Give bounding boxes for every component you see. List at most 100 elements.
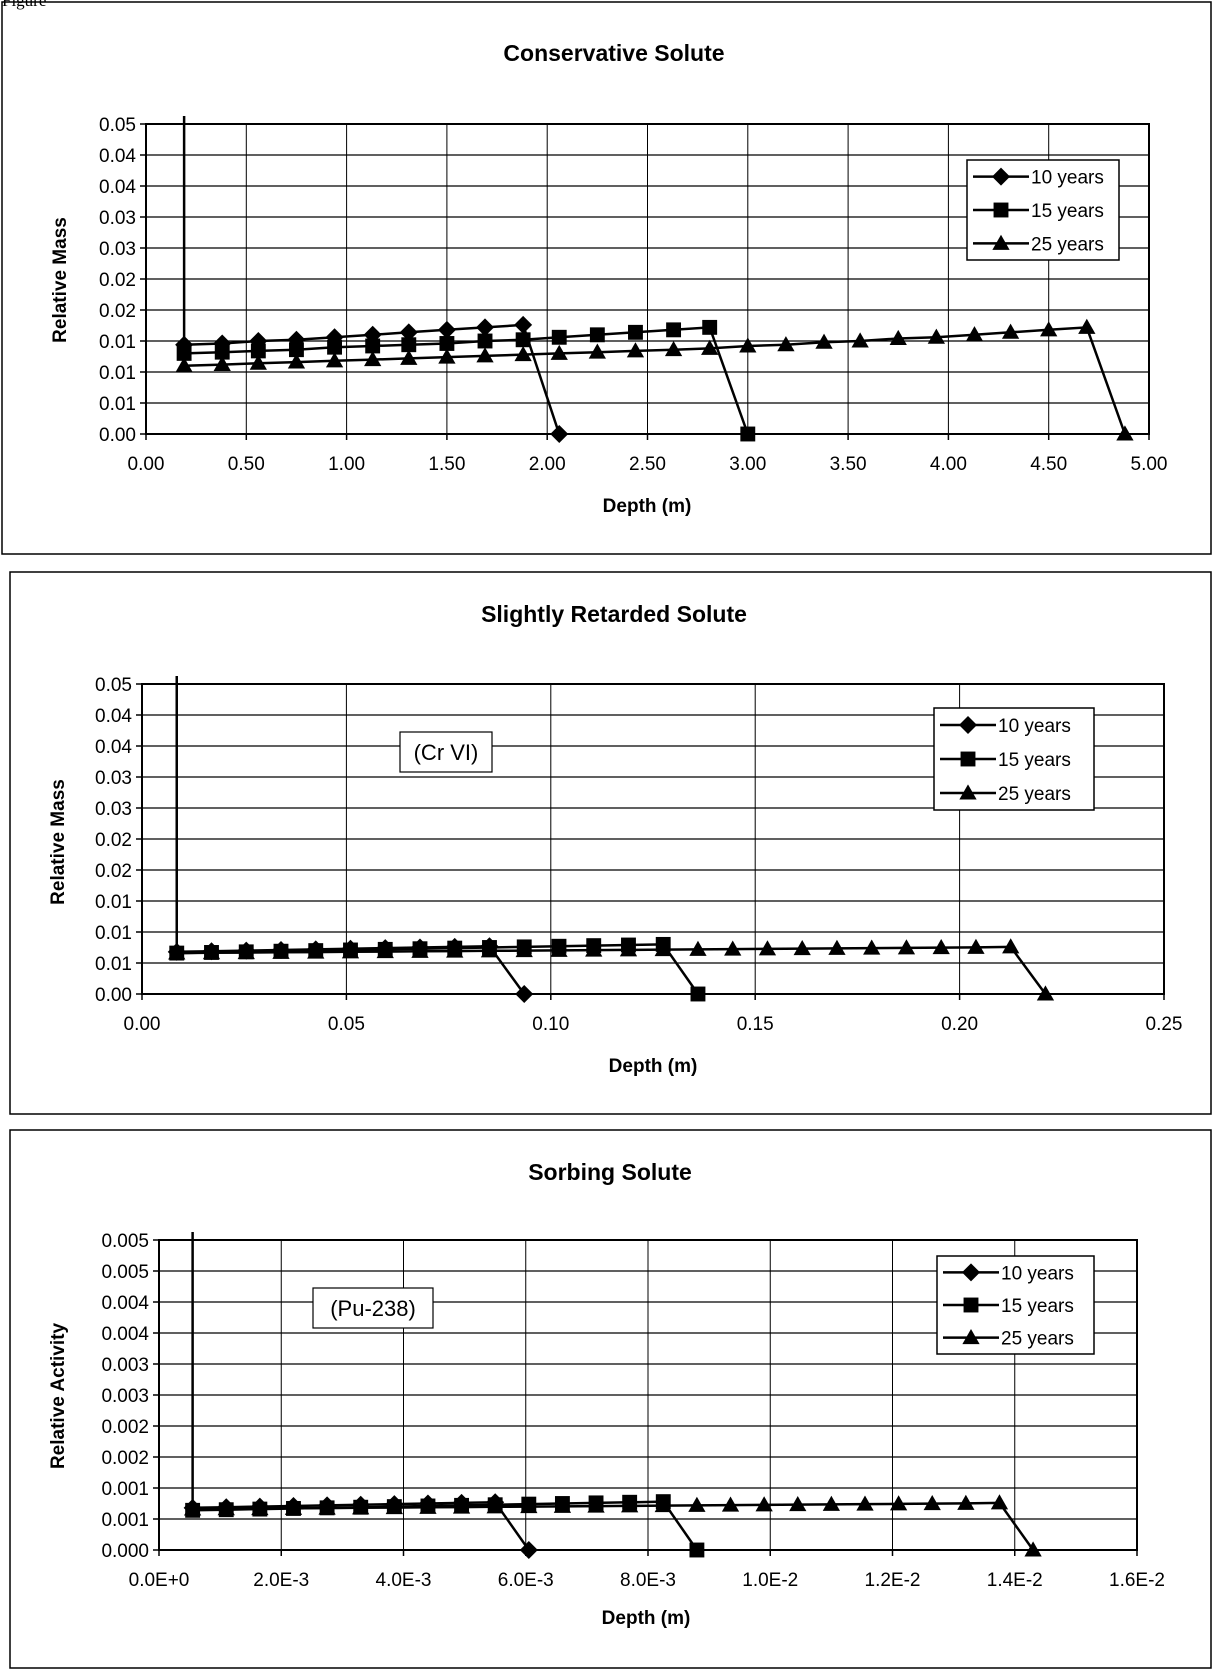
data-point-25-years (851, 332, 869, 348)
x-tick-label: 2.00 (529, 454, 566, 475)
y-tick-label: 0.02 (95, 830, 132, 851)
x-tick-label: 0.50 (228, 454, 265, 475)
data-point-25-years (168, 944, 186, 960)
data-point-25-years (689, 940, 707, 956)
data-point-25-years (789, 1495, 807, 1512)
data-point-25-years (701, 339, 719, 355)
chart-title: Slightly Retarded Solute (481, 601, 747, 627)
x-tick-label: 0.00 (124, 1014, 161, 1035)
data-point-25-years (815, 333, 833, 349)
series-group (183, 1493, 1042, 1559)
data-point-25-years (183, 1500, 202, 1516)
data-point-25-years (550, 344, 568, 360)
legend-marker-15-years (993, 202, 1009, 218)
data-point-25-years (376, 942, 394, 959)
data-point-25-years (249, 354, 267, 370)
legend-entries: 10 years 15 years 25 years (973, 167, 1104, 255)
y-axis-ticks: 0.00 0.01 0.01 0.01 0.02 0.02 0.03 0.03 0.04 0.04… (99, 115, 146, 446)
y-tick-label: 0.002 (101, 1448, 149, 1469)
y-tick-label: 0.04 (95, 706, 132, 727)
note-box: (Pu-238) (312, 1287, 434, 1329)
legend-label-25-years: 25 years (998, 784, 1071, 805)
data-point-25-years (400, 349, 418, 365)
data-point-25-years (688, 1496, 706, 1512)
data-point-25-years (1078, 318, 1096, 334)
data-point-25-years (307, 943, 325, 959)
data-point-25-years (553, 1497, 572, 1513)
series-line-25-years (192, 1501, 1035, 1551)
data-point-25-years (758, 940, 777, 956)
data-point-25-years (889, 1495, 908, 1511)
data-point-15-years (439, 336, 455, 351)
data-point-10-years (476, 318, 495, 337)
data-point-15-years (666, 322, 682, 338)
data-point-15-years (740, 426, 756, 442)
data-point-25-years (724, 940, 742, 956)
data-point-25-years (446, 942, 464, 958)
data-point-25-years (272, 943, 290, 959)
x-tick-label: 3.50 (830, 454, 867, 475)
note-label: (Cr VI) (414, 740, 479, 765)
data-point-25-years (352, 1499, 370, 1515)
data-point-25-years (777, 336, 795, 352)
legend-label-15-years: 15 years (1001, 1296, 1074, 1317)
x-tick-label: 1.2E-2 (865, 1570, 921, 1591)
data-point-25-years (585, 941, 603, 957)
data-point-25-years (957, 1494, 975, 1510)
legend-label-25-years: 25 years (1031, 234, 1104, 255)
data-point-15-years (702, 319, 718, 335)
data-point-25-years (364, 350, 382, 367)
data-point-25-years (1036, 985, 1055, 1001)
data-point-25-years (284, 1499, 303, 1515)
data-point-25-years (411, 942, 429, 958)
y-tick-label: 0.003 (101, 1386, 149, 1407)
data-point-25-years (486, 1498, 504, 1514)
legend-label-10-years: 10 years (1031, 168, 1104, 189)
note-label: (Pu-238) (330, 1296, 416, 1321)
y-tick-label: 0.02 (99, 301, 136, 322)
legend: 10 years 15 years 25 years (933, 707, 1095, 811)
y-tick-label: 0.00 (99, 425, 136, 446)
chart-title: Conservative Solute (503, 40, 724, 66)
y-tick-label: 0.01 (95, 892, 132, 913)
data-point-25-years (476, 347, 494, 363)
y-tick-label: 0.005 (101, 1231, 149, 1252)
x-tick-label: 0.25 (1146, 1014, 1183, 1035)
legend: 10 years 15 years 25 years (966, 159, 1120, 261)
y-tick-label: 0.05 (99, 115, 136, 136)
panel-border (9, 571, 1212, 1115)
y-tick-label: 0.001 (101, 1510, 149, 1531)
legend-label-15-years: 15 years (1031, 201, 1104, 222)
y-tick-label: 0.01 (99, 332, 136, 353)
data-point-15-years (365, 338, 381, 354)
data-point-25-years (897, 939, 916, 955)
series-line-25-years (176, 945, 1047, 995)
legend-label-10-years: 10 years (1001, 1263, 1074, 1284)
y-tick-label: 0.004 (101, 1293, 149, 1314)
x-tick-label: 0.0E+0 (129, 1570, 190, 1591)
data-point-15-years (250, 343, 266, 359)
data-point-25-years (664, 341, 683, 357)
y-tick-label: 0.03 (99, 239, 136, 260)
y-tick-label: 0.02 (95, 861, 132, 882)
legend-entries: 10 years 15 years 25 years (940, 716, 1071, 805)
x-axis-ticks: 0.0E+0 2.0E-3 4.0E-3 6.0E-3 8.0E-3 1.0E-2 1.2E… (129, 1550, 1165, 1591)
data-point-25-years (325, 352, 344, 368)
chart-svg-slightly-retarded: Slightly Retarded Solute 0.000.010.010.0… (9, 571, 1212, 1115)
x-tick-label: 3.00 (729, 454, 766, 475)
chart-title: Sorbing Solute (528, 1159, 692, 1185)
data-point-25-years (626, 342, 645, 358)
data-point-25-years (923, 1494, 941, 1511)
data-point-25-years (287, 353, 306, 369)
data-point-15-years (289, 342, 304, 358)
x-tick-label: 4.50 (1030, 454, 1067, 475)
data-point-25-years (588, 343, 606, 359)
data-point-25-years (822, 1495, 841, 1511)
series-line-25-years (184, 326, 1127, 435)
data-point-10-years (514, 315, 533, 334)
y-tick-label: 0.04 (99, 146, 136, 167)
data-point-25-years (385, 1498, 403, 1515)
y-axis-ticks: 0.00 0.01 0.01 0.01 0.02 0.02 0.03 0.03 0.04 0.04… (95, 675, 142, 1006)
legend-marker-25-years (959, 784, 977, 800)
data-point-15-years (551, 329, 567, 345)
